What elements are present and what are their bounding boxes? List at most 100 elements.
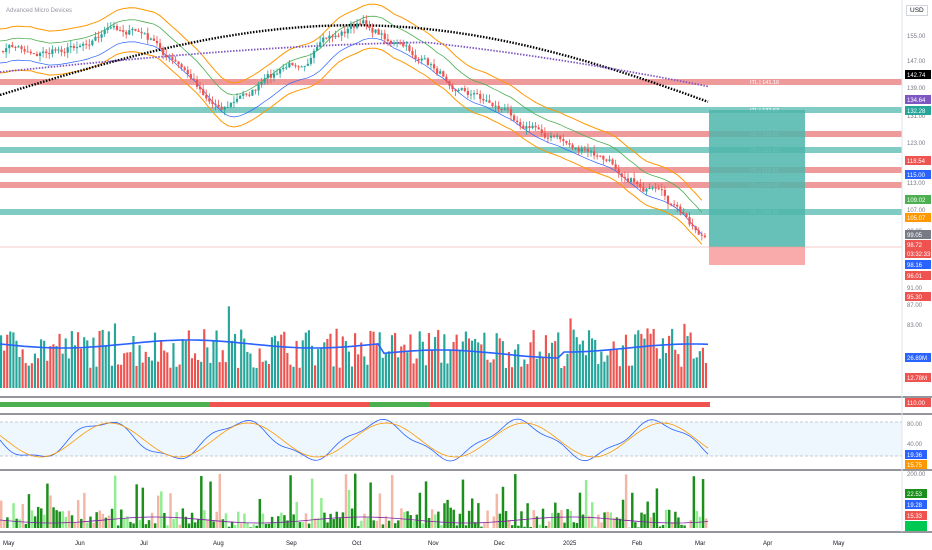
candle-body [626, 178, 630, 183]
candle-body [516, 120, 519, 123]
volume-bar [270, 337, 274, 388]
candle-body [463, 88, 466, 92]
volume-bar [412, 363, 415, 388]
volume-bar [255, 367, 258, 388]
candle-body [528, 126, 531, 129]
volume-bar [606, 355, 609, 388]
volume-bar [455, 334, 458, 388]
volume-bar [292, 366, 295, 388]
volume-bar [434, 337, 437, 388]
volume-bar [520, 366, 523, 388]
candle-body [177, 61, 180, 65]
candle-body [636, 181, 639, 184]
hist-tag-label: 22.53 [907, 492, 923, 498]
histogram-bar [566, 509, 569, 528]
volume-bar [369, 330, 372, 388]
candle-body [531, 125, 534, 129]
candle-body [63, 52, 66, 54]
candle-body [365, 20, 368, 26]
candle-body [202, 89, 205, 96]
candle-body [208, 98, 211, 102]
candle-body [648, 187, 651, 189]
candle-body [546, 137, 550, 139]
candle-body [673, 204, 676, 206]
candle-body [91, 40, 94, 45]
candle-body [703, 235, 707, 238]
price-tag [905, 249, 931, 258]
volume-bar [107, 331, 110, 388]
level-line [0, 167, 902, 173]
histogram-bar [184, 516, 188, 528]
volume-bar [267, 363, 270, 388]
histogram-bar [190, 512, 194, 528]
histogram-bar [483, 523, 486, 528]
candle-body [602, 155, 605, 160]
candle-body [192, 78, 196, 80]
volume-bar [46, 360, 49, 388]
histogram-bar [532, 510, 536, 528]
histogram-bar [655, 488, 659, 528]
candle-body [134, 28, 137, 31]
volume-bar [689, 332, 692, 388]
volume-bar [301, 340, 304, 388]
volume-bar [326, 338, 329, 388]
histogram-bar [452, 509, 455, 528]
candle-body [623, 176, 626, 179]
volume-bar [360, 342, 363, 388]
candle-body [593, 151, 596, 156]
candle-body [35, 53, 39, 56]
volume-bar [52, 344, 55, 388]
histogram-bar [640, 512, 643, 528]
candle-body [75, 47, 79, 49]
candle-body [426, 58, 429, 66]
candle-body [414, 55, 417, 59]
volume-bar [203, 329, 206, 388]
candle-body [586, 148, 590, 152]
price-tag-label: 98.16 [907, 263, 923, 269]
histogram-bar [384, 516, 388, 528]
candle-body [232, 101, 236, 103]
volume-bar [529, 342, 532, 388]
histogram-bar [21, 504, 25, 528]
candle-body [460, 88, 463, 90]
histogram-bar [341, 512, 345, 528]
histogram-bar [310, 478, 314, 528]
candle-body [217, 104, 220, 107]
volume-bar [110, 365, 113, 388]
candle-body [688, 217, 691, 225]
candle-body [479, 93, 482, 99]
volume-tag [905, 398, 931, 407]
candle-body [103, 29, 106, 35]
histogram-bar [150, 512, 154, 528]
volume-bar [631, 365, 634, 388]
histogram-bar [80, 518, 83, 528]
candle-body [657, 188, 660, 190]
volume-bar [618, 366, 621, 388]
candle-body [78, 45, 82, 48]
histogram-bar [73, 522, 77, 528]
sma-200-line [0, 24, 709, 103]
volume-bar [156, 361, 160, 388]
candle-body [125, 31, 128, 35]
candle-body [57, 49, 60, 51]
currency-badge[interactable]: USD [906, 5, 928, 16]
volume-bar [30, 363, 33, 388]
candle-body [263, 78, 266, 83]
histogram-bar [455, 525, 459, 528]
candle-body [331, 35, 334, 38]
volume-bar [92, 337, 95, 388]
histogram-bar [424, 481, 428, 528]
histogram-bar [504, 511, 508, 528]
volume-bar [83, 337, 86, 388]
candle-body [697, 230, 700, 235]
candle-body [38, 52, 42, 56]
histogram-bar [661, 525, 665, 528]
histogram-bar [560, 510, 563, 528]
volume-bar [280, 334, 283, 388]
candle-body [14, 47, 17, 49]
candle-body [374, 29, 377, 33]
volume-bar [597, 364, 600, 388]
volume-bar [283, 331, 286, 388]
